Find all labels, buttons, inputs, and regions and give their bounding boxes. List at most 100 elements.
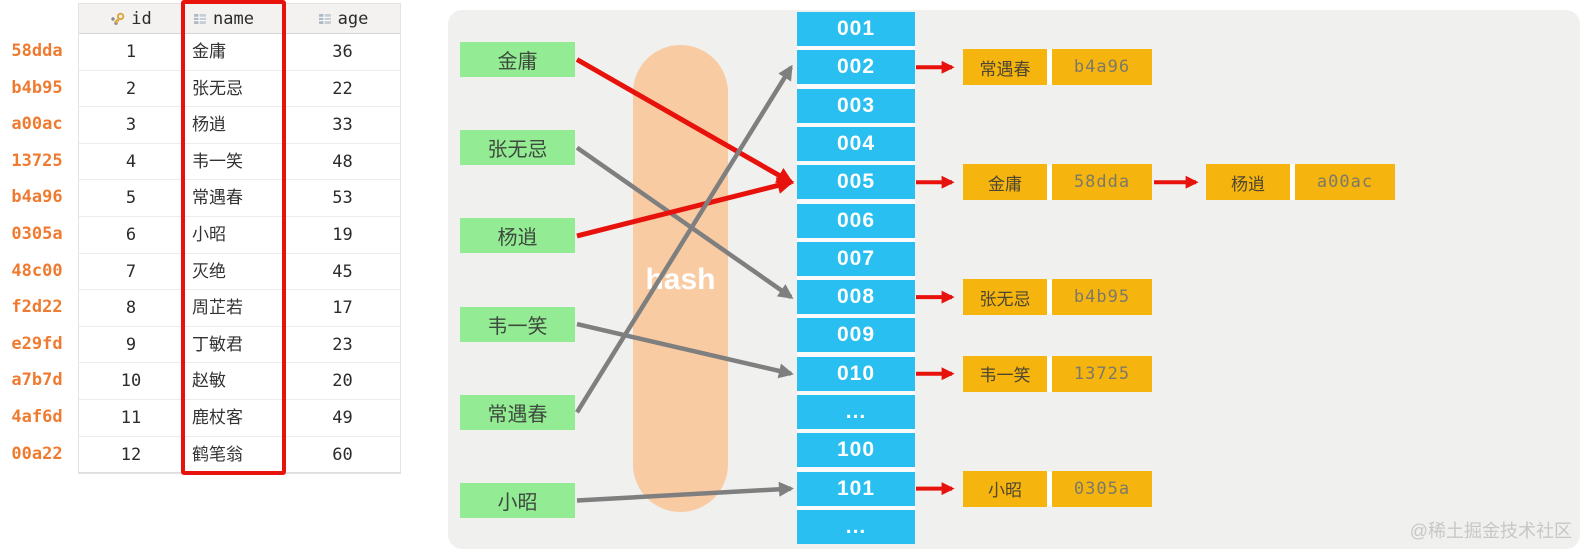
entry-hash: b4b95 [1052,279,1152,316]
cell-name[interactable]: 杨逍 [183,107,284,143]
name-node: 金庸 [460,42,575,77]
table-row: 10 赵敏 20 [79,363,400,400]
cell-age[interactable]: 45 [284,253,400,290]
row-hash: e29fd [11,333,63,354]
cell-name[interactable]: 周芷若 [183,290,284,326]
row-hash: b4b95 [11,77,63,98]
cell-id[interactable]: 7 [125,261,137,282]
cell-id[interactable]: 6 [125,224,137,245]
cell-age[interactable]: 49 [284,399,400,436]
bucket-cell: 002 [797,50,915,85]
table-row: 11 鹿杖客 49 [79,399,400,437]
column-icon [194,13,206,24]
cell-id[interactable]: 8 [125,298,137,319]
cell-age[interactable]: 19 [284,216,400,253]
table-row: 4 韦一笑 48 [79,143,400,181]
cell-id[interactable]: 11 [120,407,142,428]
row-hash: 0305a [11,224,63,244]
entry-name: 杨逍 [1206,164,1290,201]
bucket-cell: 006 [797,203,915,238]
cell-id[interactable]: 4 [125,151,137,172]
table-row: 9 丁敏君 23 [79,326,400,364]
cell-name[interactable]: 韦一笑 [183,143,284,180]
primary-key-icon [111,12,125,25]
cell-name[interactable]: 鹿杖客 [183,399,284,436]
entry-name: 张无忌 [963,279,1047,316]
row-hash: 58dda [11,41,63,61]
cell-age[interactable]: 33 [284,107,400,143]
entry-node: 金庸 58dda [963,164,1152,201]
cell-name[interactable]: 常遇春 [183,180,284,216]
table-header: id name age [79,4,400,34]
column-header-name[interactable]: name [183,4,284,33]
bucket-cell: 004 [797,126,915,161]
entry-node: 杨逍 a00ac [1206,164,1395,201]
bucket-cell: 008 [797,280,915,315]
entry-hash: 58dda [1052,164,1152,201]
table-row: 1 金庸 36 [79,34,400,71]
row-hash: f2d22 [11,297,63,318]
entry-hash: 13725 [1052,355,1152,392]
entry-node: 常遇春 b4a96 [963,49,1152,86]
row-hash: a7b7d [11,370,63,391]
table-row: 6 小昭 19 [79,216,400,254]
column-header-label: age [337,8,369,29]
cell-name[interactable]: 丁敏君 [183,326,284,363]
bucket-cell: 005 [797,165,915,200]
column-header-label: name [213,8,254,29]
cell-id[interactable]: 12 [120,444,142,465]
cell-age[interactable]: 48 [284,143,400,180]
cell-name[interactable]: 金庸 [183,34,284,70]
hash-function-label: hash [645,263,716,296]
column-icon [318,13,331,24]
entry-hash: 0305a [1052,470,1152,507]
watermark: @稀土掘金技术社区 [1409,521,1572,541]
cell-id[interactable]: 3 [125,115,137,136]
cell-id[interactable]: 10 [120,371,142,392]
table-body: 1 金庸 36 2 张无忌 22 3 杨逍 33 4 韦一笑 48 5 常遇春 53 6 小昭 19 7 灭绝 45 8 周… [79,34,400,474]
cell-id[interactable]: 5 [125,188,137,209]
name-node: 常遇春 [460,394,575,430]
entry-hash: b4a96 [1052,49,1152,86]
cell-age[interactable]: 53 [284,180,400,216]
cell-id[interactable]: 1 [125,42,137,62]
bucket-cell: 100 [797,433,915,468]
row-hash: a00ac [11,114,63,135]
cell-age[interactable]: 22 [284,70,400,107]
cell-id[interactable]: 9 [125,334,137,355]
column-header-age[interactable]: age [284,4,400,33]
table-row: 12 鹤笔翁 60 [79,436,400,474]
entry-node: 韦一笑 13725 [963,355,1152,392]
cell-age[interactable]: 36 [284,34,400,70]
table-row: 2 张无忌 22 [79,70,400,108]
bucket-cell: 101 [797,471,915,506]
cell-age[interactable]: 17 [284,290,400,326]
table-row: 5 常遇春 53 [79,180,400,217]
entry-name: 小昭 [963,470,1047,507]
row-hash: 13725 [11,150,63,171]
cell-name[interactable]: 张无忌 [183,70,284,107]
cell-id[interactable]: 2 [125,78,137,99]
cell-name[interactable]: 鹤笔翁 [183,436,284,473]
cell-age[interactable]: 60 [284,436,400,473]
cell-age[interactable]: 20 [284,363,400,399]
row-hash: 4af6d [11,407,63,427]
cell-age[interactable]: 23 [284,326,400,363]
data-table: id name age 1 金庸 36 2 张无忌 22 3 杨逍 33 4 韦一笑 48 5 常遇春 [78,3,401,475]
name-node: 杨逍 [460,218,575,254]
name-node: 小昭 [460,483,575,518]
bucket-cell: 009 [797,318,915,353]
cell-name[interactable]: 赵敏 [183,363,284,399]
table-row: 3 杨逍 33 [79,107,400,144]
cell-name[interactable]: 小昭 [183,216,284,253]
entry-node: 小昭 0305a [963,470,1152,507]
row-hash: b4a96 [11,187,63,208]
name-node: 张无忌 [460,130,575,166]
bucket-cell: ... [797,509,915,544]
column-header-id[interactable]: id [79,4,183,33]
cell-name[interactable]: 灭绝 [183,253,284,290]
bucket-cell: 007 [797,241,915,276]
entry-hash: a00ac [1295,164,1395,201]
table-row: 8 周芷若 17 [79,290,400,327]
